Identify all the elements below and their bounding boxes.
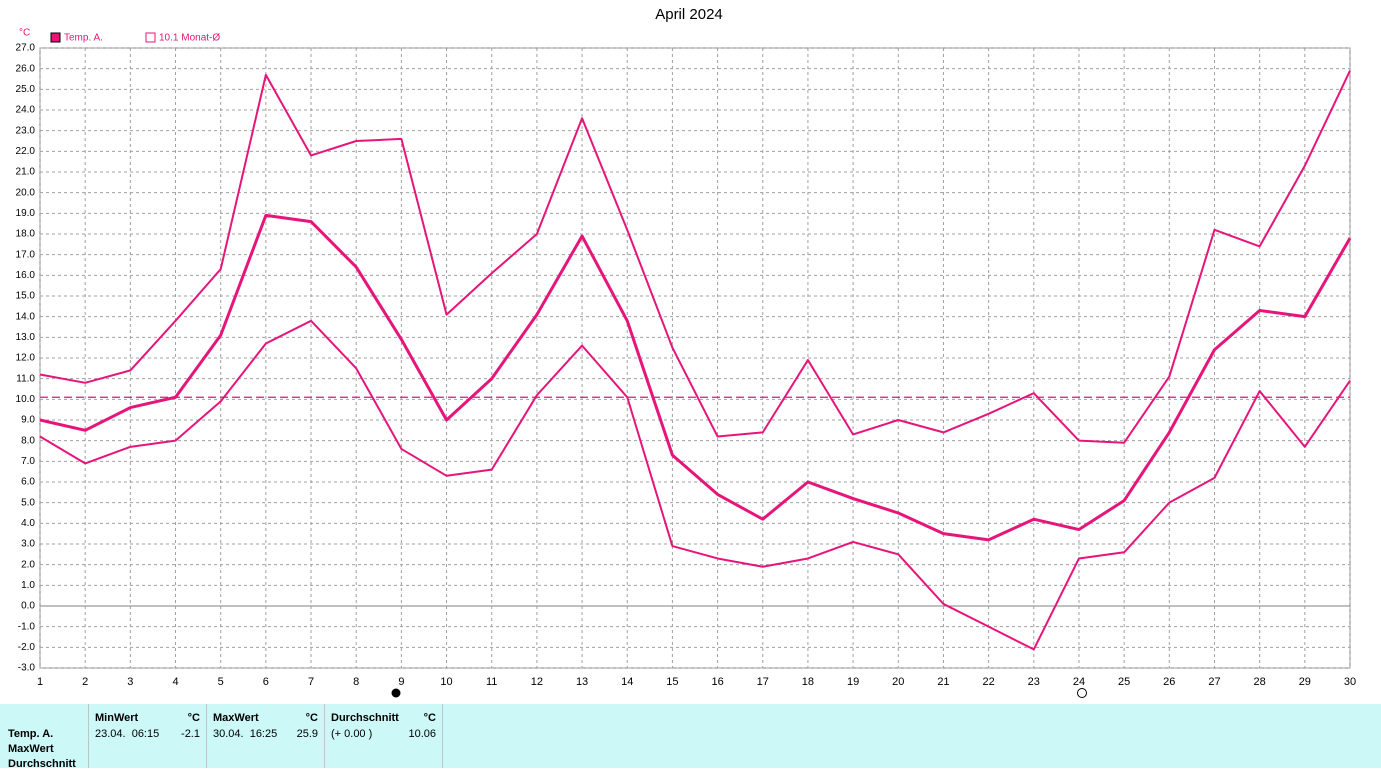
y-tick-label: 20.0	[16, 187, 36, 198]
y-tick-label: 27.0	[16, 43, 36, 54]
row-label: Durchschnitt	[8, 758, 76, 770]
y-tick-label: 5.0	[21, 497, 35, 508]
legend-swatch	[145, 32, 156, 43]
series-line	[39, 319, 1351, 651]
y-tick-label: 14.0	[16, 311, 36, 322]
y-tick-label: 17.0	[16, 249, 36, 260]
y-tick-label: 15.0	[16, 291, 36, 302]
x-tick-label: 16	[711, 676, 723, 688]
y-tick-label: 6.0	[21, 477, 35, 488]
column-value: 10.06	[408, 728, 436, 740]
stats-column: Durchschnitt °C (+ 0.00 ) 10.06	[324, 704, 442, 768]
y-unit: °C	[19, 28, 30, 39]
legend-swatch	[50, 32, 61, 43]
column-header: MinWert	[95, 712, 139, 724]
x-tick-label: 13	[576, 676, 588, 688]
x-tick-label: 9	[398, 676, 404, 688]
series-line	[39, 213, 1352, 542]
x-tick-label: 3	[127, 676, 133, 688]
column-when: 23.04. 06:15	[95, 728, 160, 740]
column-unit: °C	[305, 712, 318, 724]
x-tick-label: 4	[172, 676, 178, 688]
stats-column: MinWert °C 23.04. 06:15 -2.1	[88, 704, 206, 768]
column-when: 30.04. 16:25	[213, 728, 278, 740]
y-tick-label: 18.0	[16, 229, 36, 240]
stats-column: MaxWert °C 30.04. 16:25 25.9	[206, 704, 324, 768]
x-tick-label: 6	[263, 676, 269, 688]
y-tick-label: 1.0	[21, 580, 35, 591]
legend-label: Temp. A.	[64, 33, 103, 44]
y-tick-label: 19.0	[16, 208, 36, 219]
y-tick-label: 16.0	[16, 270, 36, 281]
column-header: Durchschnitt	[331, 712, 399, 724]
x-tick-label: 10	[440, 676, 452, 688]
y-tick-label: 23.0	[16, 125, 36, 136]
x-tick-label: 26	[1163, 676, 1175, 688]
x-tick-label: 17	[757, 676, 769, 688]
x-tick-label: 21	[937, 676, 949, 688]
new-moon-icon	[1077, 688, 1087, 698]
x-tick-label: 7	[308, 676, 314, 688]
x-tick-label: 28	[1254, 676, 1266, 688]
y-tick-label: 0.0	[21, 601, 35, 612]
y-tick-label: -1.0	[18, 621, 36, 632]
x-tick-label: 22	[982, 676, 994, 688]
column-header: MaxWert	[213, 712, 259, 724]
row-label: Temp. A.	[8, 728, 54, 740]
x-tick-label: 1	[37, 676, 43, 688]
y-tick-label: 9.0	[21, 415, 35, 426]
y-tick-label: 26.0	[16, 63, 36, 74]
row-label: MaxWert	[8, 743, 54, 755]
y-tick-label: 22.0	[16, 146, 36, 157]
y-tick-label: -3.0	[18, 663, 36, 674]
y-tick-label: 12.0	[16, 353, 36, 364]
chart: April 2024 °C -3.0 -2.0 -1.0 0.0 1.0 2.0 3.0 4.…	[16, 6, 1356, 698]
y-tick-label: 24.0	[16, 105, 36, 116]
x-tick-label: 25	[1118, 676, 1130, 688]
y-tick-label: 7.0	[21, 456, 35, 467]
y-tick-label: 4.0	[21, 518, 35, 529]
y-tick-label: 25.0	[16, 84, 36, 95]
x-tick-label: 18	[802, 676, 814, 688]
y-tick-label: 2.0	[21, 559, 35, 570]
chart-title: April 2024	[655, 6, 723, 23]
y-tick-label: 3.0	[21, 539, 35, 550]
x-tick-label: 30	[1344, 676, 1356, 688]
x-tick-label: 2	[82, 676, 88, 688]
y-tick-label: 10.0	[16, 394, 36, 405]
x-tick-label: 19	[847, 676, 859, 688]
x-tick-label: 14	[621, 676, 633, 688]
column-when: (+ 0.00 )	[331, 728, 373, 740]
x-tick-label: 29	[1299, 676, 1311, 688]
y-tick-label: 21.0	[16, 167, 36, 178]
x-tick-label: 11	[486, 676, 497, 688]
y-tick-label: 11.0	[16, 373, 35, 384]
x-tick-label: 5	[218, 676, 224, 688]
x-tick-label: 24	[1073, 676, 1085, 688]
x-tick-label: 20	[892, 676, 904, 688]
column-unit: °C	[187, 712, 200, 724]
column-value: 25.9	[296, 728, 318, 740]
column-unit: °C	[423, 712, 436, 724]
x-tick-label: 8	[353, 676, 359, 688]
x-tick-label: 12	[531, 676, 543, 688]
y-tick-label: -2.0	[18, 642, 36, 653]
x-tick-label: 15	[666, 676, 678, 688]
y-tick-label: 13.0	[16, 332, 36, 343]
x-tick-label: 27	[1208, 676, 1220, 688]
stats-divider	[442, 704, 443, 768]
y-tick-label: 8.0	[21, 435, 35, 446]
series-line	[39, 70, 1351, 444]
full-moon-icon	[391, 688, 401, 698]
x-tick-label: 23	[1028, 676, 1040, 688]
stats-panel: Temp. A. MaxWert Durchschnitt MinWert °C 2…	[0, 704, 1381, 770]
legend-label: 10.1 Monat-Ø	[159, 33, 220, 44]
column-value: -2.1	[181, 728, 200, 740]
